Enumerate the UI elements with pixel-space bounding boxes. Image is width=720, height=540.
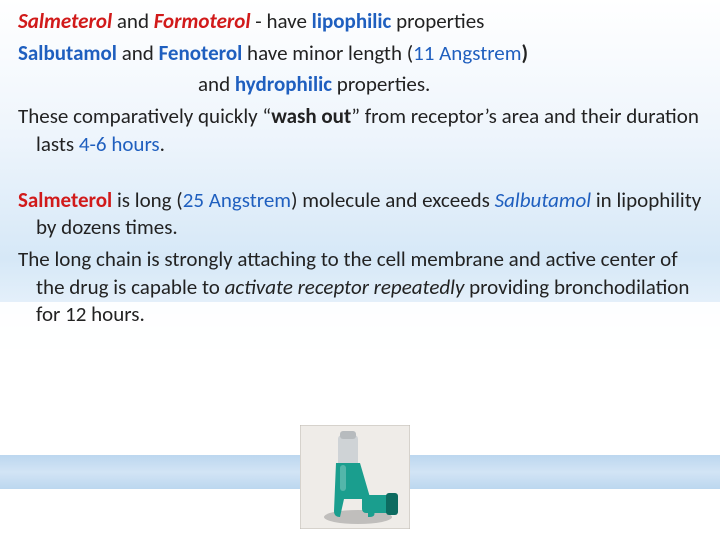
text: have minor length ( [242,40,413,66]
drug-fenoterol: Fenoterol [159,40,243,66]
term-lipophilic: lipophilic [312,8,392,34]
line-1: Salmeterol and Formoterol - have lipophi… [18,8,702,36]
inhaler-image [300,425,410,529]
line-4: These comparatively quickly “wash out” f… [18,103,702,158]
text: is long ( [112,187,182,213]
text: . [160,131,165,157]
text: ) [522,40,529,66]
text: properties [391,8,484,34]
drug-salbutamol: Salbutamol [18,40,117,66]
length-25: 25 Angstrem [183,187,291,213]
duration-46: 4-6 hours [79,131,160,157]
line-6: The long chain is strongly attaching to … [18,246,702,329]
text: properties. [332,71,430,97]
text: - have [251,8,312,34]
term-activate: activate receptor repeatedly [225,274,465,300]
text: and [198,71,235,97]
text-content: Salmeterol and Formoterol - have lipophi… [0,0,720,329]
term-hydrophilic: hydrophilic [235,71,332,97]
drug-formoterol: Formoterol [154,8,251,34]
line-2: Salbutamol and Fenoterol have minor leng… [18,40,702,68]
term-wash-out: wash out [271,103,351,129]
drug-salmeterol-2: Salmeterol [18,187,112,213]
slide: Salmeterol and Formoterol - have lipophi… [0,0,720,540]
spacer [18,163,702,187]
drug-salbutamol-2: Salbutamol [495,187,591,213]
text: and [117,40,159,66]
drug-salmeterol: Salmeterol [18,8,112,34]
line-3: and hydrophilic properties. [18,71,702,99]
text: ) molecule and exceeds [291,187,495,213]
text: These comparatively quickly “ [18,103,271,129]
text: and [112,8,154,34]
line-5: Salmeterol is long (25 Angstrem) molecul… [18,187,702,242]
length-11: 11 Angstrem [413,40,521,66]
